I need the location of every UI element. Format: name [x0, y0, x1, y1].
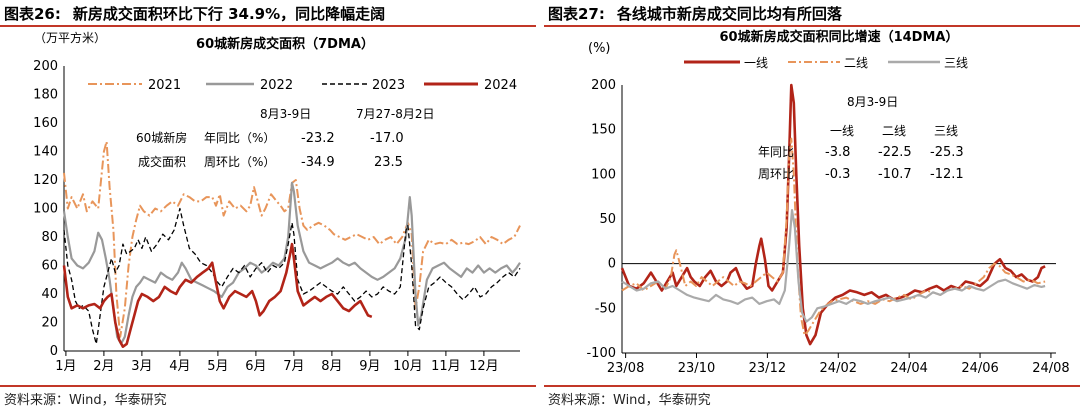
- x-tick-label: 23/10: [678, 361, 715, 376]
- y-axis-unit: (%): [588, 41, 611, 56]
- figure-title: 图表27: 各线城市新房成交同比均有所回落: [548, 3, 842, 24]
- legend-label-2022: 2022: [260, 78, 293, 93]
- legend-label-2024: 2024: [484, 78, 517, 93]
- legend-label-tier3: 三线: [944, 56, 968, 70]
- figure-number: 图表27:: [548, 5, 605, 23]
- row1-value-tier3: -25.3: [930, 145, 964, 160]
- y-tick-label: 50: [599, 212, 616, 227]
- figure-title-text: 各线城市新房成交同比均有所回落: [616, 5, 842, 23]
- stats-table: 8月3-9日 7月27-8月2日 60城新房 年同比（%） -23.2 -17.…: [136, 107, 435, 170]
- legend: 2021 2022 2023 2024: [88, 78, 517, 93]
- y-tick-label: 0: [608, 257, 616, 272]
- table-header-date: 8月3-9日: [847, 95, 898, 109]
- row2-label: 周环比: [758, 167, 794, 181]
- legend: 一线 二线 三线: [684, 56, 968, 70]
- x-tick-label: 12月: [469, 359, 499, 374]
- x-tick-label: 7月: [283, 359, 304, 374]
- chart-area-yoy-growth: 60城新房成交面积同比增速（14DMA） (%) -100 -50 0 50 100 15…: [586, 29, 1069, 376]
- col-header-tier1: 一线: [830, 124, 854, 138]
- y-axis-unit: （万平方米）: [34, 30, 106, 45]
- y-tick-label: 120: [33, 173, 58, 188]
- source-note: 资料来源：Wind，华泰研究: [548, 393, 711, 408]
- y-tick-label: 150: [591, 123, 616, 138]
- row2-prefix: 成交面积: [138, 154, 186, 169]
- y-tick-label: 100: [591, 167, 616, 182]
- x-tick-label: 23/12: [749, 361, 786, 376]
- legend-label-2021: 2021: [148, 78, 181, 93]
- source-rule: [544, 385, 1080, 387]
- row1-value-2: -17.0: [370, 131, 404, 146]
- x-tick-label: 1月: [55, 359, 76, 374]
- stats-table: 8月3-9日 一线 二线 三线 年同比 -3.8 -22.5 -25.3 周环比…: [758, 95, 964, 182]
- row2-label: 周环比（%）: [204, 155, 275, 169]
- row1-label: 年同比（%）: [204, 131, 275, 145]
- y-tick-label: 80: [41, 230, 58, 245]
- x-tick-label: 11月: [431, 359, 461, 374]
- y-tick-label: 40: [41, 287, 58, 302]
- source-rule: [0, 385, 536, 387]
- legend-label-tier1: 一线: [744, 56, 768, 70]
- figure-27: 图表27: 各线城市新房成交同比均有所回落 60城新房成交面积同比增速（14DMA…: [544, 0, 1080, 413]
- y-tick-label: 140: [33, 145, 58, 160]
- x-tick-label: 23/08: [607, 361, 644, 376]
- series-line-二线: [621, 137, 1046, 337]
- x-tick-label: 24/06: [961, 361, 998, 376]
- series-line-一线: [620, 83, 1046, 346]
- x-tick-label: 4月: [169, 359, 190, 374]
- title-rule: [0, 25, 536, 27]
- col-header-tier3: 三线: [934, 124, 958, 138]
- row2-value-tier3: -12.1: [930, 167, 964, 182]
- row1-value-tier2: -22.5: [878, 145, 912, 160]
- title-rule: [544, 25, 1080, 27]
- series-line-2021: [63, 140, 521, 338]
- y-tick-label: -50: [595, 301, 616, 316]
- row2-value-2: 23.5: [374, 155, 403, 170]
- row1-prefix: 60城新房: [136, 130, 187, 145]
- chart-title: 60城新房成交面积（7DMA）: [196, 36, 374, 52]
- x-tick-label: 8月: [321, 359, 342, 374]
- row1-label: 年同比: [758, 145, 794, 159]
- figure-title: 图表26: 新房成交面积环比下行 34.9%，同比降幅走阔: [4, 3, 385, 24]
- x-tick-label: 5月: [207, 359, 228, 374]
- y-tick-label: 200: [591, 78, 616, 93]
- legend-label-tier2: 二线: [844, 56, 868, 70]
- row2-value-1: -34.9: [301, 155, 335, 170]
- y-tick-label: 60: [41, 259, 58, 274]
- x-tick-label: 9月: [359, 359, 380, 374]
- x-tick-label: 24/04: [890, 361, 927, 376]
- y-tick-label: 160: [33, 116, 58, 131]
- series-line-2024: [62, 242, 373, 348]
- chart-area-new-home-sales: 60城新房成交面积（7DMA） （万平方米） 0 20 40 60 80 100 120 14…: [33, 30, 521, 374]
- y-tick-label: 200: [33, 59, 58, 74]
- x-tick-label: 10月: [393, 359, 423, 374]
- row2-value-tier2: -10.7: [878, 167, 912, 182]
- series-line-三线: [621, 209, 1046, 323]
- x-tick-label: 6月: [245, 359, 266, 374]
- y-tick-label: 100: [33, 202, 58, 217]
- legend-label-2023: 2023: [372, 78, 405, 93]
- y-tick-label: -100: [586, 346, 616, 361]
- row2-value-tier1: -0.3: [825, 167, 850, 182]
- x-tick-label: 24/02: [820, 361, 857, 376]
- source-note: 资料来源：Wind，华泰研究: [4, 393, 167, 408]
- row1-value-1: -23.2: [301, 131, 335, 146]
- figure-26: 图表26: 新房成交面积环比下行 34.9%，同比降幅走阔 60城新房成交面积（7…: [0, 0, 536, 413]
- row1-value-tier1: -3.8: [825, 145, 850, 160]
- y-tick-label: 20: [41, 316, 58, 331]
- col-header-this-week: 8月3-9日: [260, 107, 311, 121]
- chart-title: 60城新房成交面积同比增速（14DMA）: [720, 29, 959, 45]
- figure-number: 图表26:: [4, 5, 61, 23]
- x-tick-label: 3月: [131, 359, 152, 374]
- col-header-tier2: 二线: [882, 124, 906, 138]
- figure-title-text: 新房成交面积环比下行 34.9%，同比降幅走阔: [72, 5, 386, 23]
- y-tick-label: 180: [33, 88, 58, 103]
- series-line-2023: [63, 207, 521, 345]
- col-header-last-week: 7月27-8月2日: [356, 107, 435, 121]
- x-tick-label: 24/08: [1032, 361, 1069, 376]
- x-tick-label: 2月: [93, 359, 114, 374]
- series-line-2022: [62, 181, 521, 345]
- y-tick-label: 0: [50, 344, 58, 359]
